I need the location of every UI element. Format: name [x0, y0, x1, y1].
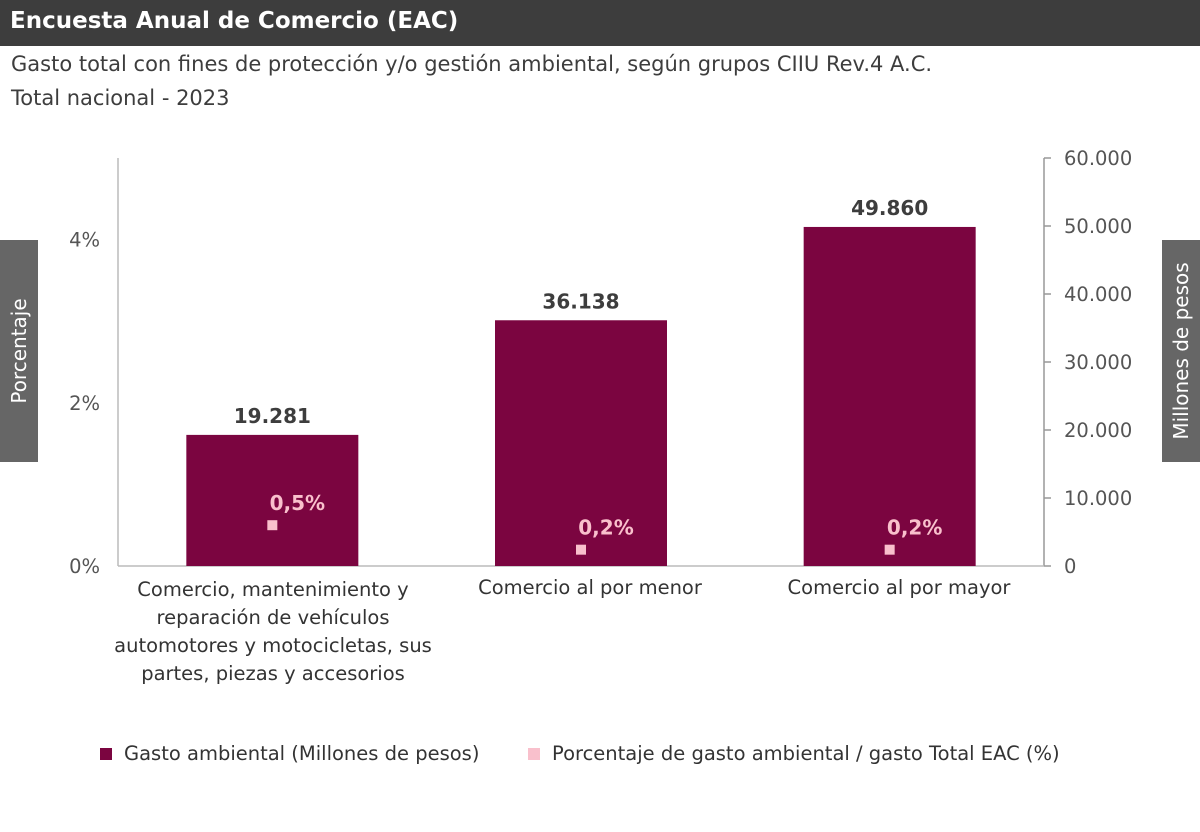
point-marker [267, 520, 278, 531]
left-tick-label: 0% [69, 555, 100, 578]
right-tick-label: 30.000 [1064, 351, 1132, 374]
category-label: Comercio al por mayor [787, 576, 1011, 599]
bar [495, 320, 667, 566]
header-title: Encuesta Anual de Comercio (EAC) [10, 8, 459, 34]
right-tick-label: 20.000 [1064, 419, 1132, 442]
legend-swatch [528, 747, 540, 760]
right-axis-title: Millones de pesos [1162, 240, 1200, 462]
left-tick-label: 2% [69, 392, 100, 415]
right-tick-label: 50.000 [1064, 215, 1132, 238]
right-tick-label: 60.000 [1064, 147, 1132, 170]
right-tick-label: 0 [1064, 555, 1076, 578]
left-tick-label: 4% [69, 229, 100, 252]
bar [803, 226, 976, 566]
point-marker [576, 544, 586, 555]
right-tick-label: 40.000 [1064, 283, 1132, 306]
right-tick-label: 10.000 [1064, 487, 1132, 510]
bar-data-label: 49.860 [851, 196, 928, 220]
legend-item-point: Porcentaje de gasto ambiental / gasto To… [528, 742, 1060, 765]
bar-data-label: 36.138 [542, 289, 619, 313]
legend-item-bar: Gasto ambiental (Millones de pesos) [100, 742, 479, 765]
bar [186, 434, 359, 566]
point-data-label: 0,5% [270, 491, 325, 515]
bar-data-label: 19.281 [234, 404, 311, 428]
legend-swatch [100, 747, 112, 760]
point-marker [884, 544, 895, 555]
header-bar: Encuesta Anual de Comercio (EAC) [0, 0, 1200, 46]
chart-subtitle: Gasto total con fines de protección y/o … [11, 52, 933, 76]
point-data-label: 0,2% [578, 516, 633, 540]
category-label: Comercio, mantenimiento y reparación de … [114, 578, 432, 685]
left-axis-title: Porcentaje [0, 240, 38, 462]
category-label: Comercio al por menor [478, 576, 702, 599]
point-data-label: 0,2% [887, 516, 942, 540]
chart-subtitle-2: Total nacional - 2023 [11, 86, 230, 110]
